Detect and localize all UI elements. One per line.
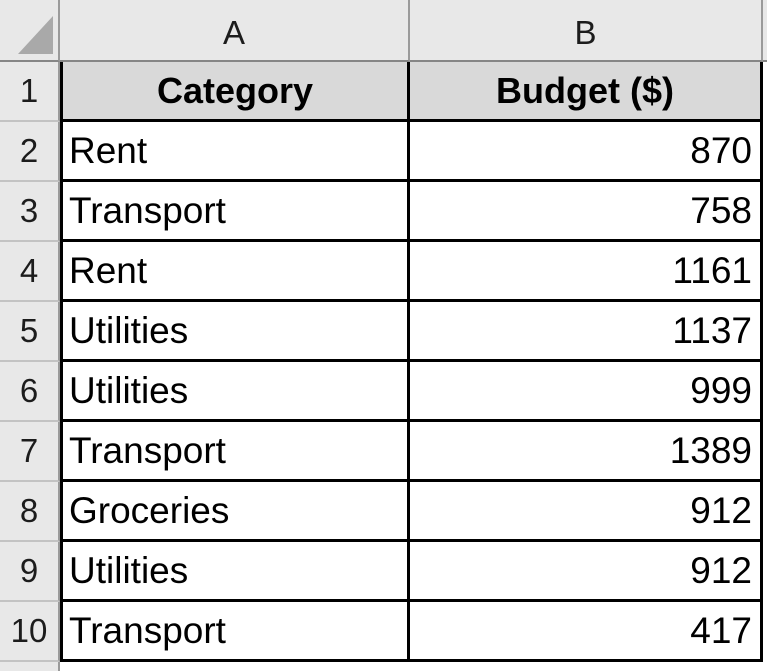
table-header-row: 1 Category Budget ($): [0, 62, 767, 122]
row-header-3[interactable]: 3: [0, 182, 60, 242]
cell-B9[interactable]: 912: [410, 542, 763, 602]
column-header-B[interactable]: B: [410, 0, 763, 62]
table-row: 3 Transport 758: [0, 182, 767, 242]
column-header-row: A B: [0, 0, 767, 62]
cell-A4[interactable]: Rent: [60, 242, 410, 302]
cell-A10[interactable]: Transport: [60, 602, 410, 662]
cell-A6[interactable]: Utilities: [60, 362, 410, 422]
cell-A7[interactable]: Transport: [60, 422, 410, 482]
cell-A8[interactable]: Groceries: [60, 482, 410, 542]
sheet-edge: [763, 542, 767, 602]
table-row: 6 Utilities 999: [0, 362, 767, 422]
table-row: 8 Groceries 912: [0, 482, 767, 542]
sheet-edge: [763, 362, 767, 422]
sheet-background: [60, 662, 767, 671]
sheet-edge: [763, 182, 767, 242]
table-row: 7 Transport 1389: [0, 422, 767, 482]
cell-B3[interactable]: 758: [410, 182, 763, 242]
cell-B6[interactable]: 999: [410, 362, 763, 422]
sheet-edge: [763, 122, 767, 182]
table-row: 4 Rent 1161: [0, 242, 767, 302]
table-row: 5 Utilities 1137: [0, 302, 767, 362]
select-all-button[interactable]: [0, 0, 60, 62]
cell-B7[interactable]: 1389: [410, 422, 763, 482]
table-row: 9 Utilities 912: [0, 542, 767, 602]
cell-A2[interactable]: Rent: [60, 122, 410, 182]
select-all-triangle-icon: [18, 16, 53, 54]
sheet-edge: [763, 482, 767, 542]
row-header-10[interactable]: 10: [0, 602, 60, 662]
cell-B10[interactable]: 417: [410, 602, 763, 662]
row-header-8[interactable]: 8: [0, 482, 60, 542]
row-header-2[interactable]: 2: [0, 122, 60, 182]
table-row: 2 Rent 870: [0, 122, 767, 182]
table-row: 10 Transport 417: [0, 602, 767, 662]
cell-A1[interactable]: Category: [60, 62, 410, 122]
row-header-5[interactable]: 5: [0, 302, 60, 362]
cutoff-row: [0, 662, 767, 671]
cell-B5[interactable]: 1137: [410, 302, 763, 362]
cell-A5[interactable]: Utilities: [60, 302, 410, 362]
header-edge: [763, 0, 767, 62]
cell-A9[interactable]: Utilities: [60, 542, 410, 602]
sheet-edge: [763, 602, 767, 662]
row-header-11-partial: [0, 662, 60, 671]
row-header-4[interactable]: 4: [0, 242, 60, 302]
row-header-1[interactable]: 1: [0, 62, 60, 122]
cell-A3[interactable]: Transport: [60, 182, 410, 242]
cell-B8[interactable]: 912: [410, 482, 763, 542]
sheet-edge: [763, 62, 767, 122]
column-header-A[interactable]: A: [60, 0, 410, 62]
cell-B2[interactable]: 870: [410, 122, 763, 182]
row-header-6[interactable]: 6: [0, 362, 60, 422]
row-header-7[interactable]: 7: [0, 422, 60, 482]
sheet-edge: [763, 242, 767, 302]
sheet-edge: [763, 302, 767, 362]
sheet-edge: [763, 422, 767, 482]
cell-B4[interactable]: 1161: [410, 242, 763, 302]
row-header-9[interactable]: 9: [0, 542, 60, 602]
cell-B1[interactable]: Budget ($): [410, 62, 763, 122]
